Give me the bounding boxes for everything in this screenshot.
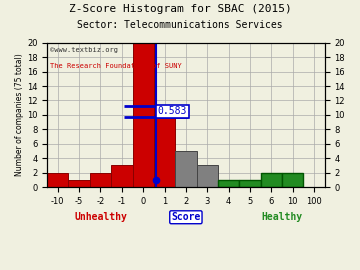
Bar: [239, 180, 261, 187]
Bar: [261, 173, 282, 187]
Bar: [111, 166, 132, 187]
Bar: [175, 151, 197, 187]
Text: 0.583: 0.583: [158, 106, 187, 116]
Bar: [218, 180, 239, 187]
Text: ©www.textbiz.org: ©www.textbiz.org: [50, 47, 118, 53]
Bar: [132, 43, 154, 187]
Bar: [282, 173, 303, 187]
Text: Healthy: Healthy: [261, 212, 302, 222]
Bar: [68, 180, 90, 187]
Y-axis label: Number of companies (75 total): Number of companies (75 total): [15, 53, 24, 176]
Text: Sector: Telecommunications Services: Sector: Telecommunications Services: [77, 20, 283, 30]
Bar: [47, 173, 68, 187]
Text: Score: Score: [171, 212, 201, 222]
Text: Z-Score Histogram for SBAC (2015): Z-Score Histogram for SBAC (2015): [69, 4, 291, 14]
Text: The Research Foundation of SUNY: The Research Foundation of SUNY: [50, 63, 182, 69]
Bar: [90, 173, 111, 187]
Bar: [197, 166, 218, 187]
Bar: [154, 108, 175, 187]
Text: Unhealthy: Unhealthy: [74, 212, 127, 222]
